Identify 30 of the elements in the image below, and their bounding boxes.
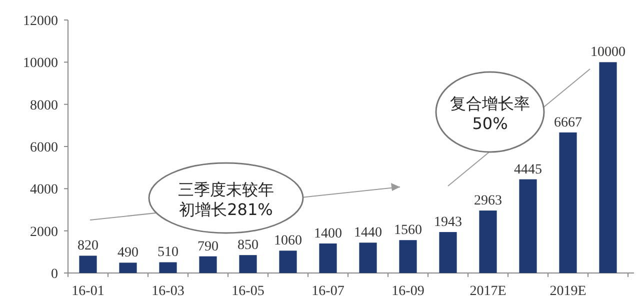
data-label: 820: [78, 238, 98, 254]
y-tick-label: 2000: [30, 224, 58, 240]
y-tick-label: 6000: [30, 140, 58, 156]
y-tick-label: 12000: [23, 14, 58, 29]
y-tick-label: 4000: [30, 182, 58, 198]
y-tick-label: 0: [51, 267, 58, 282]
data-label: 1060: [274, 234, 302, 249]
x-tick-label: 2019E: [550, 284, 586, 299]
annotation: 三季度末较年初增长281%: [178, 180, 274, 219]
data-label: 1440: [354, 226, 382, 241]
data-label: 490: [118, 246, 138, 261]
x-tick-label: 16-01: [72, 284, 104, 299]
data-label: 4445: [514, 162, 542, 178]
y-tick-label: 10000: [23, 56, 58, 72]
x-tick-label: 16-07: [312, 284, 344, 299]
data-label: 510: [158, 245, 178, 260]
x-tick-label: 2017E: [470, 284, 506, 299]
x-tick-label: 16-03: [152, 284, 184, 299]
data-label: 790: [198, 239, 218, 254]
data-label: 10000: [590, 45, 626, 60]
data-label: 1943: [434, 215, 462, 230]
x-tick-label: 16-09: [392, 284, 424, 299]
annotation: 复合增长率50%: [450, 94, 530, 133]
data-label: 2963: [474, 194, 502, 209]
x-tick-label: 16-05: [232, 284, 264, 299]
data-label: 6667: [554, 115, 582, 130]
y-tick-label: 8000: [30, 98, 58, 114]
data-label: 1560: [394, 223, 422, 238]
data-label: 850: [238, 238, 258, 254]
data-label: 1400: [314, 226, 342, 242]
